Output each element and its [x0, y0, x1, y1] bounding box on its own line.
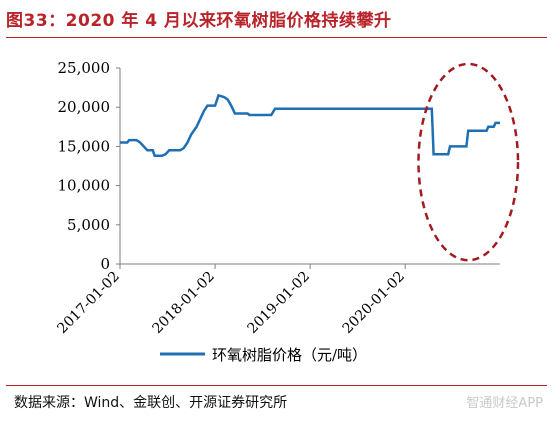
x-tick-label: 2017-01-02: [54, 269, 122, 337]
data-source-note: 数据来源：Wind、金联创、开源证券研究所: [14, 395, 288, 411]
chart-series: [120, 93, 500, 158]
x-tick-label: 2018-01-02: [150, 269, 218, 337]
highlight-ellipse: [417, 62, 520, 262]
figure-title: 图33：2020 年 4 月以来环氧树脂价格持续攀升: [6, 11, 392, 31]
x-tick-label: 2019-01-02: [245, 269, 313, 337]
chart-annotation: [417, 62, 520, 262]
source-rule: [6, 385, 547, 386]
chart-legend: 环氧树脂价格（元/吨）: [160, 346, 367, 364]
y-tick-label: 25,000: [58, 59, 111, 77]
y-tick-label: 0: [100, 255, 110, 273]
legend-label: 环氧树脂价格（元/吨）: [212, 346, 367, 364]
title-rule: [6, 37, 547, 38]
watermark-text: 智通财经APP: [466, 396, 543, 411]
series-line: [120, 93, 500, 158]
x-tick-labels: 2017-01-02 2018-01-02 2019-01-02 2020-01-02: [54, 269, 408, 337]
chart-axes: [116, 67, 500, 269]
y-tick-label: 5,000: [67, 216, 110, 234]
y-tick-label: 10,000: [58, 177, 111, 195]
y-tick-label: 15,000: [58, 137, 111, 155]
y-tick-labels: 0 5,000 10,000 15,000 20,000 25,000: [58, 59, 111, 273]
y-tick-label: 20,000: [58, 98, 111, 116]
price-line-chart: 0 5,000 10,000 15,000 20,000 25,000 2017-01-0…: [54, 59, 520, 364]
x-tick-label: 2020-01-02: [340, 269, 408, 337]
